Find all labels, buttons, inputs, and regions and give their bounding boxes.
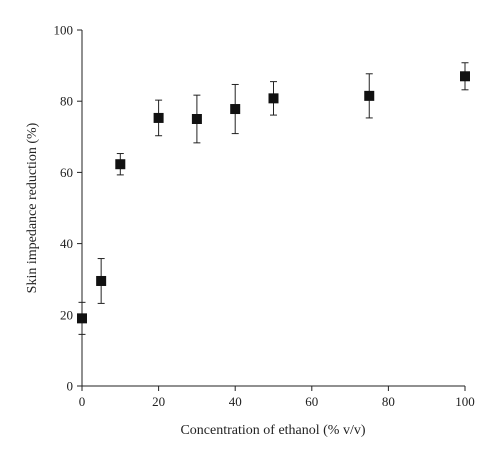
y-tick-label: 0 xyxy=(67,379,74,394)
data-point xyxy=(460,71,470,82)
x-tick-label: 40 xyxy=(229,394,242,409)
data-point xyxy=(268,93,279,104)
data-point xyxy=(77,313,87,324)
x-tick-label: 0 xyxy=(79,394,86,409)
x-tick-label: 100 xyxy=(455,394,475,409)
data-point xyxy=(96,275,107,286)
ticks: 0 20 40 60 80 100 0 20 40 60 80 100 xyxy=(54,23,475,410)
x-tick-label: 80 xyxy=(382,394,395,409)
data-point xyxy=(364,90,375,101)
x-tick-label: 20 xyxy=(152,394,165,409)
y-tick-label: 60 xyxy=(60,165,73,180)
x-tick-label: 60 xyxy=(305,394,318,409)
data-point xyxy=(230,104,241,115)
data-point xyxy=(191,114,202,124)
y-tick-label: 40 xyxy=(60,236,73,251)
y-tick-label: 80 xyxy=(60,94,73,109)
y-tick-label: 100 xyxy=(54,23,74,38)
y-axis-title: Skin impedance reduction (%) xyxy=(25,122,40,293)
data-points xyxy=(77,62,470,335)
data-point xyxy=(115,159,126,170)
data-point xyxy=(153,112,164,123)
y-tick-label: 20 xyxy=(60,307,73,322)
x-axis-title: Concentration of ethanol (% v/v) xyxy=(180,423,365,438)
